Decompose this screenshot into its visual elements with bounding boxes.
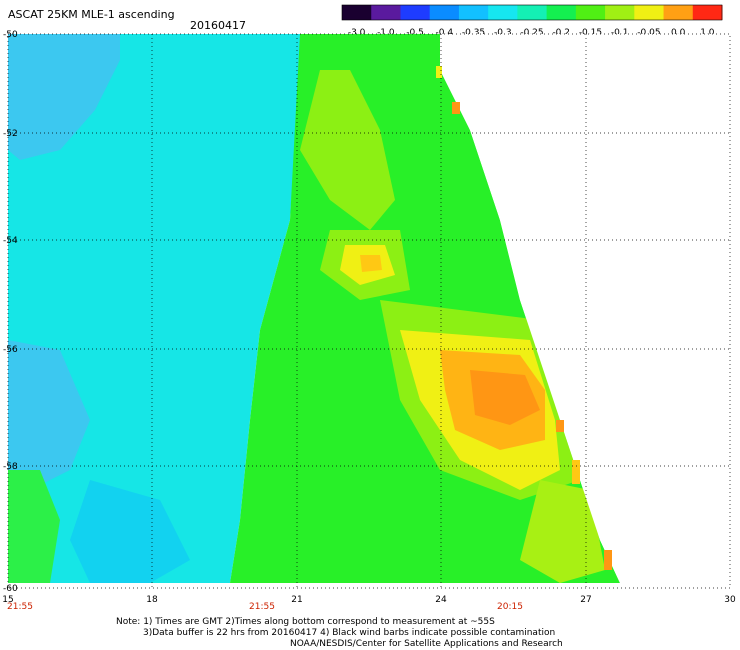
edge-pixel — [436, 66, 442, 78]
swath-region-aqua-north — [8, 34, 120, 160]
colorbar-swatch — [371, 5, 401, 20]
colorbar-swatch — [605, 5, 635, 20]
lon-label: 18 — [146, 595, 158, 605]
map-frame — [7, 33, 731, 589]
colorbar-swatches — [341, 4, 723, 21]
time-labels: 21:55 21:55 20:15 — [7, 602, 523, 612]
colorbar-label: -1.0 — [377, 28, 395, 38]
edge-pixel — [556, 420, 564, 432]
lat-label: -50 — [3, 30, 18, 40]
lat-label: -52 — [3, 129, 18, 139]
colorbar-label: -0.3 — [494, 28, 512, 38]
colorbar-label: -0.05 — [637, 28, 660, 38]
colorbar-swatch — [663, 5, 694, 20]
swath-region-orange-small — [360, 255, 382, 272]
colorbar-label: 1.0 — [700, 28, 715, 38]
colorbar-labels: -3.0 -1.0 -0.5 -0.4 -0.35 -0.3 -0.25 -0.2 -0.15-… — [348, 28, 715, 38]
colorbar-swatch — [429, 5, 460, 20]
lat-label: -54 — [3, 236, 18, 246]
swath-region-green-west — [8, 470, 60, 583]
colorbar-label: -0.35 — [462, 28, 485, 38]
colorbar-label: -0.25 — [520, 28, 543, 38]
colorbar-label: -0.2 — [552, 28, 570, 38]
swath-region-cyan — [8, 34, 300, 583]
note-line-2: 3)Data buffer is 22 hrs from 20160417 4)… — [143, 628, 556, 638]
colorbar-swatch — [400, 5, 431, 20]
swath-region-lime-south — [520, 480, 605, 583]
longitude-labels: 15 18 21 24 27 30 — [2, 595, 736, 605]
colorbar-swatch — [342, 5, 372, 20]
colorbar-label: -0.15 — [579, 28, 602, 38]
colorbar-swatch — [517, 5, 548, 20]
colorbar-swatch — [488, 5, 518, 20]
swath-region-aqua-west — [8, 340, 90, 490]
lon-label: 27 — [580, 595, 591, 605]
colorbar-label: -0.4 — [436, 28, 454, 38]
note-line-1: Note: 1) Times are GMT 2)Times along bot… — [116, 617, 495, 627]
lon-label: 21 — [291, 595, 302, 605]
lat-label: -60 — [3, 584, 18, 594]
time-label: 21:55 — [7, 602, 33, 612]
time-label: 21:55 — [249, 602, 275, 612]
edge-pixel — [604, 550, 612, 570]
colorbar-swatch — [458, 5, 489, 20]
grid-lines — [8, 34, 730, 588]
colorbar-label: -3.0 — [348, 28, 366, 38]
colorbar-swatch — [692, 5, 723, 20]
lon-label: 30 — [724, 595, 736, 605]
product-title: ASCAT 25KM MLE-1 ascending — [8, 8, 175, 21]
lat-label: -58 — [3, 462, 18, 472]
swath-region-lime-north — [300, 70, 395, 230]
colorbar-swatch — [575, 5, 606, 20]
colorbar-border — [341, 4, 723, 21]
colorbar-swatch — [634, 5, 665, 20]
product-date: 20160417 — [190, 19, 246, 32]
swath-region-deep-orange — [470, 370, 540, 425]
time-label: 20:15 — [497, 602, 523, 612]
color-scale: -3.0 -1.0 -0.5 -0.4 -0.35 -0.3 -0.25 -0.2 -0.15-… — [341, 4, 723, 38]
edge-pixel — [452, 102, 460, 114]
edge-pixel — [572, 460, 580, 484]
colorbar-swatch — [546, 5, 577, 20]
lon-label: 15 — [2, 595, 13, 605]
lat-label: -56 — [3, 345, 18, 355]
swath-edge-mask — [440, 34, 730, 583]
swath-region-aqua-south — [70, 480, 190, 583]
colorbar-label: -0.5 — [406, 28, 424, 38]
colorbar-label: -0.1 — [611, 28, 629, 38]
lon-label: 24 — [435, 595, 447, 605]
map-border — [7, 33, 731, 589]
colorbar-label: 0.0 — [671, 28, 686, 38]
note-line-3: NOAA/NESDIS/Center for Satellite Applica… — [290, 639, 563, 649]
swath-data-layer — [8, 34, 730, 583]
latitude-labels: -50 -52 -54 -56 -58 -60 — [3, 30, 18, 594]
